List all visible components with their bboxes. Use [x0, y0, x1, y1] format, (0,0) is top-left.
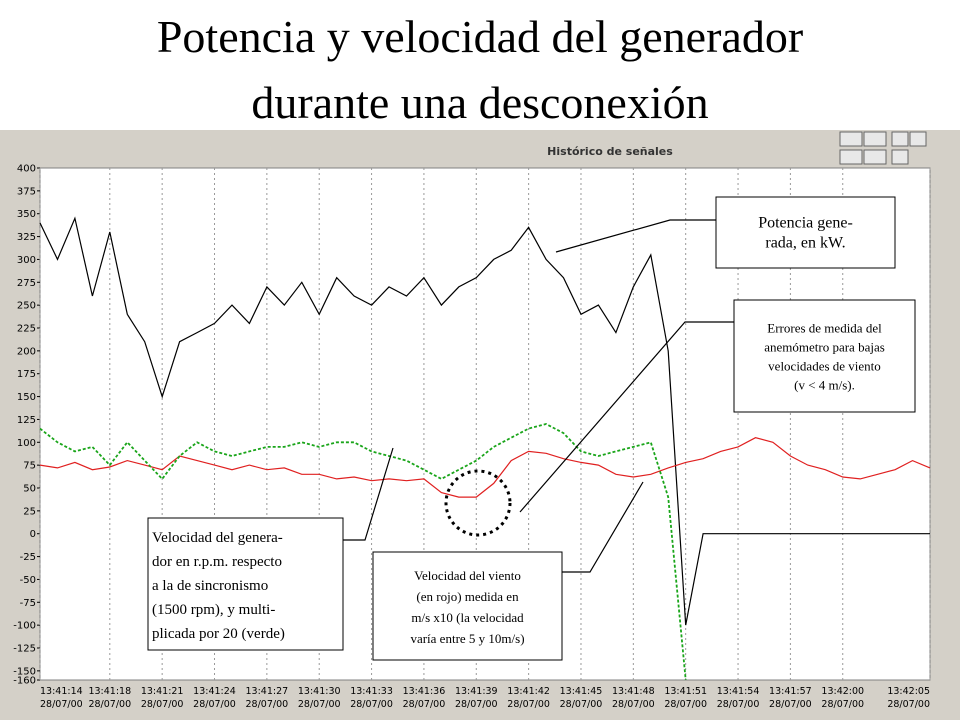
- toolbar: [839, 131, 927, 165]
- annotation-arrows: [343, 219, 734, 573]
- annotation-text: rada, en kW.: [765, 235, 845, 252]
- x-tick-date: 28/07/00: [612, 699, 655, 710]
- y-tick-label: 350: [17, 209, 36, 220]
- y-tick-label: -100: [13, 621, 36, 632]
- arrow: [343, 447, 394, 541]
- y-tick-label: -125: [13, 644, 36, 655]
- y-tick-label: 300: [17, 255, 36, 266]
- arrow: [562, 481, 644, 573]
- annotation-text: m/s x10 (la velocidad: [411, 610, 524, 625]
- y-tick-label: 25: [23, 506, 36, 517]
- x-tick-date: 28/07/00: [88, 699, 131, 710]
- x-tick-label: 13:41:57: [769, 686, 812, 697]
- y-tick-label: 250: [17, 301, 36, 312]
- y-tick-label: 150: [17, 392, 36, 403]
- arrow: [519, 321, 734, 513]
- annotation-text: Velocidad del viento: [414, 568, 521, 583]
- x-tick-date: 28/07/00: [769, 699, 812, 710]
- y-tick-label: 225: [17, 324, 36, 335]
- x-tick-label: 13:41:39: [455, 686, 498, 697]
- x-tick-date: 28/07/00: [193, 699, 236, 710]
- x-tick-date: 28/07/00: [507, 699, 550, 710]
- y-tick-label: 200: [17, 346, 36, 357]
- x-tick-label: 13:41:21: [141, 686, 184, 697]
- x-tick-date: 28/07/00: [560, 699, 603, 710]
- series-line: [39, 216, 930, 626]
- tool-button[interactable]: [863, 149, 887, 165]
- y-tick-label: 0: [30, 529, 36, 540]
- annotation-text: (en rojo) medida en: [416, 589, 519, 604]
- annotation-box: [715, 196, 896, 269]
- slide-title: durante una desconexión: [251, 77, 708, 128]
- error-circle: [444, 469, 512, 537]
- x-tick-date: 28/07/00: [403, 699, 446, 710]
- y-tick-label: 75: [23, 461, 36, 472]
- y-tick-label: -150: [13, 666, 36, 677]
- x-tick-date: 28/07/00: [141, 699, 184, 710]
- x-tick-label: 13:41:54: [717, 686, 760, 697]
- annotation-text: (1500 rpm), y multi-: [152, 602, 275, 618]
- x-tick-label: 13:41:14: [40, 686, 83, 697]
- y-tick-label: 125: [17, 415, 36, 426]
- arrow: [555, 219, 716, 253]
- y-tick-label: 375: [17, 186, 36, 197]
- y-tick-label: 175: [17, 369, 36, 380]
- x-tick-date: 28/07/00: [350, 699, 393, 710]
- annotation-text: velocidades de viento: [768, 358, 881, 373]
- y-tick-label: -75: [20, 598, 36, 609]
- tool-button[interactable]: [863, 131, 887, 147]
- tool-button[interactable]: [891, 149, 909, 165]
- y-tick-label: 100: [17, 438, 36, 449]
- x-tick-label: 13:41:27: [246, 686, 289, 697]
- x-tick-date: 28/07/00: [40, 699, 83, 710]
- series-line: [39, 437, 931, 498]
- x-tick-date: 28/07/00: [455, 699, 498, 710]
- x-tick-label: 13:41:24: [193, 686, 236, 697]
- annotation-text: a la de sincronismo: [152, 578, 268, 594]
- x-tick-label: 13:41:42: [507, 686, 550, 697]
- tool-button[interactable]: [891, 131, 909, 147]
- chart-title: Histórico de señales: [547, 145, 673, 158]
- tool-button[interactable]: [839, 131, 863, 147]
- y-tick-label: 400: [17, 164, 36, 175]
- x-tick-date: 28/07/00: [664, 699, 707, 710]
- annotation-text: plicada por 20 (verde): [152, 626, 285, 642]
- x-tick-date: 28/07/00: [717, 699, 760, 710]
- y-tick-label: 275: [17, 278, 36, 289]
- annotation-text: (v < 4 m/s).: [794, 377, 855, 392]
- slide-title: Potencia y velocidad del generador: [157, 11, 803, 62]
- annotation-box: [147, 517, 344, 651]
- annotation-box: [733, 299, 916, 413]
- x-tick-label: 13:41:36: [403, 686, 446, 697]
- x-tick-label: 13:41:51: [664, 686, 707, 697]
- y-tick-label: -25: [20, 552, 36, 563]
- tool-button[interactable]: [839, 149, 863, 165]
- y-tick-label: -160: [13, 676, 36, 687]
- annotation-text: dor en r.p.m. respecto: [152, 554, 282, 570]
- y-tick-label: 325: [17, 232, 36, 243]
- y-tick-label: -50: [20, 575, 36, 586]
- annotation-text: Errores de medida del: [767, 320, 882, 335]
- x-tick-date: 28/07/00: [246, 699, 289, 710]
- x-tick-label: 13:41:45: [560, 686, 603, 697]
- annotation-box: [372, 551, 563, 661]
- annotation-text: Potencia gene-: [758, 215, 853, 232]
- x-tick-date: 28/07/00: [887, 699, 930, 710]
- x-tick-date: 28/07/00: [821, 699, 864, 710]
- x-tick-label: 13:42:00: [821, 686, 864, 697]
- annotation-text: varía entre 5 y 10m/s): [410, 631, 524, 646]
- x-tick-label: 13:42:05: [887, 686, 930, 697]
- x-tick-label: 13:41:33: [350, 686, 393, 697]
- x-tick-label: 13:41:48: [612, 686, 655, 697]
- annotation-text: Velocidad del genera-: [152, 530, 283, 546]
- x-tick-label: 13:41:30: [298, 686, 341, 697]
- annotation-text: anemómetro para bajas: [764, 339, 885, 354]
- x-tick-label: 13:41:18: [88, 686, 131, 697]
- tool-button[interactable]: [909, 131, 927, 147]
- y-tick-label: 50: [23, 484, 36, 495]
- x-tick-date: 28/07/00: [298, 699, 341, 710]
